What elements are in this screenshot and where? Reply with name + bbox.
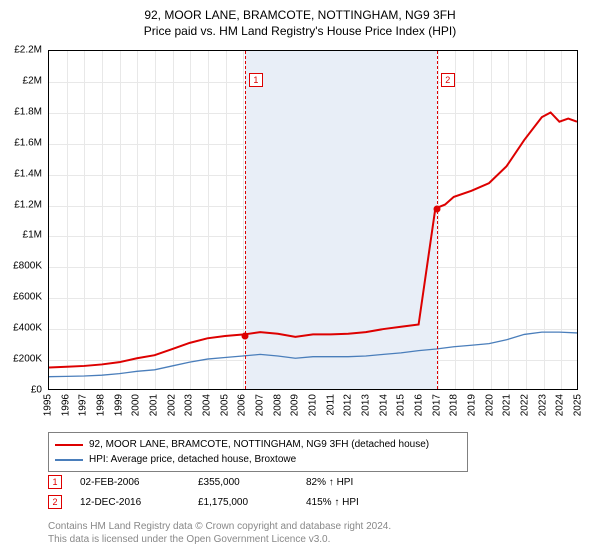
- legend-item: HPI: Average price, detached house, Brox…: [55, 452, 461, 467]
- x-tick-label: 2022: [520, 394, 531, 416]
- series-line-property: [49, 112, 577, 367]
- x-tick-label: 2003: [184, 394, 195, 416]
- x-tick-label: 2004: [202, 394, 213, 416]
- x-tick-label: 2024: [555, 394, 566, 416]
- sale-pct-vs-hpi: 415% ↑ HPI: [306, 497, 406, 508]
- x-tick-label: 2010: [308, 394, 319, 416]
- footer-line-2: This data is licensed under the Open Gov…: [48, 533, 391, 546]
- sale-marker-box-2: 2: [441, 73, 455, 87]
- y-tick-label: £600K: [13, 292, 42, 303]
- x-tick-label: 2009: [290, 394, 301, 416]
- title-line-1: 92, MOOR LANE, BRAMCOTE, NOTTINGHAM, NG9…: [0, 8, 600, 24]
- legend-swatch: [55, 459, 83, 461]
- x-tick-label: 1995: [43, 394, 54, 416]
- sale-price: £355,000: [198, 477, 288, 488]
- y-tick-label: £1M: [23, 230, 42, 241]
- x-tick-label: 2021: [502, 394, 513, 416]
- x-tick-label: 1997: [78, 394, 89, 416]
- y-tick-label: £800K: [13, 261, 42, 272]
- sale-dot-1: [241, 333, 248, 340]
- x-tick-label: 2006: [237, 394, 248, 416]
- sale-row-marker: 2: [48, 495, 62, 509]
- legend-label: 92, MOOR LANE, BRAMCOTE, NOTTINGHAM, NG9…: [89, 437, 429, 452]
- x-tick-label: 2008: [272, 394, 283, 416]
- x-tick-label: 2013: [361, 394, 372, 416]
- x-tick-label: 1999: [113, 394, 124, 416]
- y-tick-label: £0: [31, 385, 42, 396]
- legend-label: HPI: Average price, detached house, Brox…: [89, 452, 296, 467]
- x-tick-label: 2023: [537, 394, 548, 416]
- sale-vline-2: [437, 51, 438, 389]
- plot-area: 12: [48, 50, 578, 390]
- chart-title-block: 92, MOOR LANE, BRAMCOTE, NOTTINGHAM, NG9…: [0, 0, 600, 39]
- sale-dot-2: [433, 206, 440, 213]
- x-tick-label: 2018: [449, 394, 460, 416]
- sale-row: 1 02-FEB-2006 £355,000 82% ↑ HPI: [48, 472, 406, 492]
- y-tick-label: £400K: [13, 323, 42, 334]
- footer-line-1: Contains HM Land Registry data © Crown c…: [48, 520, 391, 533]
- x-tick-label: 2016: [414, 394, 425, 416]
- x-tick-label: 1998: [96, 394, 107, 416]
- x-tick-label: 2017: [431, 394, 442, 416]
- x-tick-label: 2019: [467, 394, 478, 416]
- sale-row-marker: 1: [48, 475, 62, 489]
- x-tick-label: 2002: [166, 394, 177, 416]
- sales-table: 1 02-FEB-2006 £355,000 82% ↑ HPI 2 12-DEC-201…: [48, 472, 406, 512]
- y-tick-label: £1.2M: [14, 199, 42, 210]
- chart-lines-svg: [49, 51, 577, 389]
- sale-price: £1,175,000: [198, 497, 288, 508]
- title-line-2: Price paid vs. HM Land Registry's House …: [0, 24, 600, 40]
- x-tick-label: 2005: [219, 394, 230, 416]
- x-axis-labels: 1995199619971998199920002001200220032004…: [48, 392, 578, 432]
- sale-date: 12-DEC-2016: [80, 497, 180, 508]
- y-axis-labels: £0£200K£400K£600K£800K£1M£1.2M£1.4M£1.6M…: [0, 50, 45, 390]
- x-tick-label: 2020: [484, 394, 495, 416]
- sale-pct-vs-hpi: 82% ↑ HPI: [306, 477, 406, 488]
- y-tick-label: £1.6M: [14, 137, 42, 148]
- legend-box: 92, MOOR LANE, BRAMCOTE, NOTTINGHAM, NG9…: [48, 432, 468, 472]
- x-tick-label: 2000: [131, 394, 142, 416]
- y-tick-label: £1.4M: [14, 168, 42, 179]
- x-tick-label: 2015: [396, 394, 407, 416]
- y-tick-label: £2M: [23, 75, 42, 86]
- footer-attribution: Contains HM Land Registry data © Crown c…: [48, 520, 391, 546]
- y-tick-label: £200K: [13, 354, 42, 365]
- x-tick-label: 2011: [325, 394, 336, 416]
- sale-marker-box-1: 1: [249, 73, 263, 87]
- x-tick-label: 2014: [378, 394, 389, 416]
- legend-item: 92, MOOR LANE, BRAMCOTE, NOTTINGHAM, NG9…: [55, 437, 461, 452]
- x-tick-label: 2012: [343, 394, 354, 416]
- x-tick-label: 2001: [149, 394, 160, 416]
- y-tick-label: £1.8M: [14, 106, 42, 117]
- y-tick-label: £2.2M: [14, 45, 42, 56]
- series-line-hpi: [49, 332, 577, 377]
- sale-date: 02-FEB-2006: [80, 477, 180, 488]
- x-tick-label: 2007: [255, 394, 266, 416]
- sale-row: 2 12-DEC-2016 £1,175,000 415% ↑ HPI: [48, 492, 406, 512]
- x-tick-label: 2025: [573, 394, 584, 416]
- chart-container: 92, MOOR LANE, BRAMCOTE, NOTTINGHAM, NG9…: [0, 0, 600, 560]
- plot-inner: 12: [49, 51, 577, 389]
- x-tick-label: 1996: [60, 394, 71, 416]
- legend-swatch: [55, 444, 83, 446]
